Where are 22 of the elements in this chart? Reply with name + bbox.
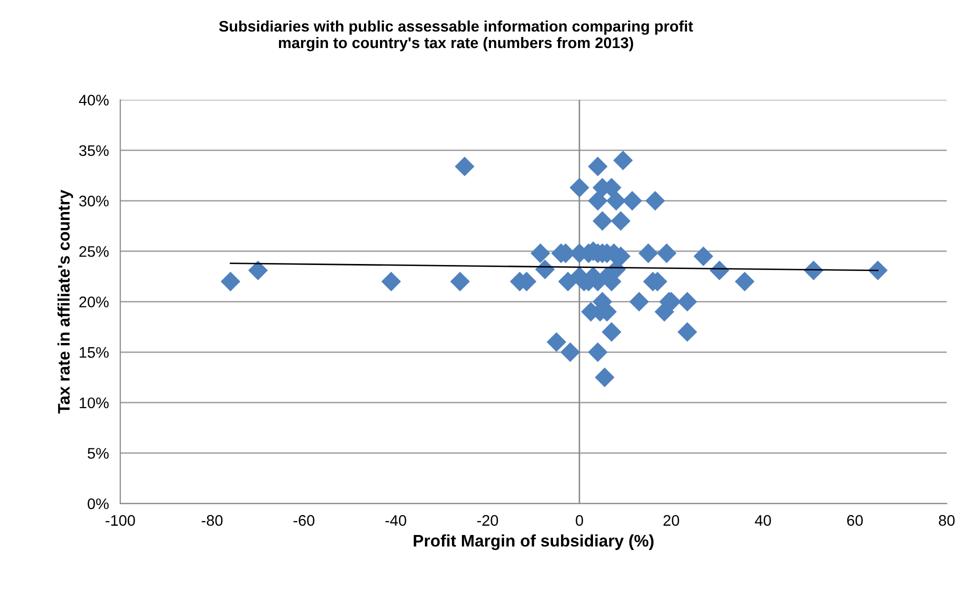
x-axis-title: Profit Margin of subsidiary (%)	[414, 534, 654, 550]
x-tick-label: 0	[576, 515, 584, 526]
y-tick-label: 20%	[79, 296, 109, 308]
y-axis-title: Tax rate in affiliate's country	[58, 190, 74, 414]
y-tick-label: 40%	[78, 94, 109, 106]
x-tick-label: 20	[664, 515, 680, 526]
y-tick-label: 30%	[79, 196, 109, 206]
x-tick-label: -80	[202, 515, 223, 526]
chart-title: Subsidiaries with public assessable information comparing profit margin to country's tax rate (numbers from 2013)	[219, 20, 694, 52]
y-tick-label: 15%	[80, 347, 109, 358]
x-tick-label: -40	[385, 515, 406, 526]
x-tick-label: 40	[754, 515, 771, 526]
y-tick-label: 35%	[79, 145, 109, 156]
x-tick-label: -60	[294, 515, 314, 526]
y-tick-label: 5%	[88, 448, 109, 459]
x-tick-label: 80	[938, 515, 955, 526]
x-tick-label: -20	[477, 515, 498, 526]
x-tick-label: -100	[106, 515, 135, 526]
x-tick-label: 60	[847, 515, 863, 526]
y-tick-label: 10%	[80, 397, 109, 408]
y-tick-label: 25%	[79, 246, 109, 257]
y-tick-label: 0%	[88, 498, 109, 510]
